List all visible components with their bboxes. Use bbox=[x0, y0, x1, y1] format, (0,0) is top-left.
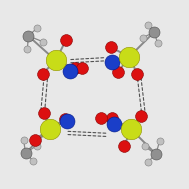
Point bbox=[141, 36, 144, 39]
Point bbox=[111, 117, 114, 120]
Point bbox=[27, 34, 30, 37]
Point bbox=[130, 128, 133, 131]
Point bbox=[65, 38, 68, 41]
Point bbox=[136, 72, 139, 75]
Point bbox=[109, 46, 112, 49]
Point bbox=[100, 117, 103, 120]
Point bbox=[54, 59, 57, 62]
Point bbox=[41, 72, 44, 75]
Point bbox=[143, 145, 146, 148]
Point bbox=[26, 48, 29, 51]
Point bbox=[139, 115, 142, 118]
Point bbox=[147, 160, 150, 163]
Point bbox=[111, 61, 114, 64]
Point bbox=[35, 27, 38, 30]
Point bbox=[43, 112, 46, 115]
Point bbox=[41, 40, 44, 43]
Point bbox=[35, 144, 38, 147]
Point bbox=[153, 31, 156, 34]
Point bbox=[24, 152, 27, 155]
Point bbox=[33, 138, 36, 141]
Point bbox=[73, 67, 76, 70]
Point bbox=[156, 42, 159, 45]
Point bbox=[66, 119, 69, 122]
Point bbox=[117, 70, 120, 73]
Point bbox=[147, 23, 150, 26]
Point bbox=[22, 138, 25, 141]
Point bbox=[81, 67, 84, 70]
Point bbox=[122, 145, 125, 148]
Point bbox=[154, 153, 157, 156]
Point bbox=[128, 55, 131, 58]
Point bbox=[158, 139, 161, 142]
Point bbox=[64, 118, 67, 121]
Point bbox=[49, 127, 52, 130]
Point bbox=[113, 122, 116, 125]
Point bbox=[32, 159, 35, 162]
Point bbox=[68, 69, 71, 72]
